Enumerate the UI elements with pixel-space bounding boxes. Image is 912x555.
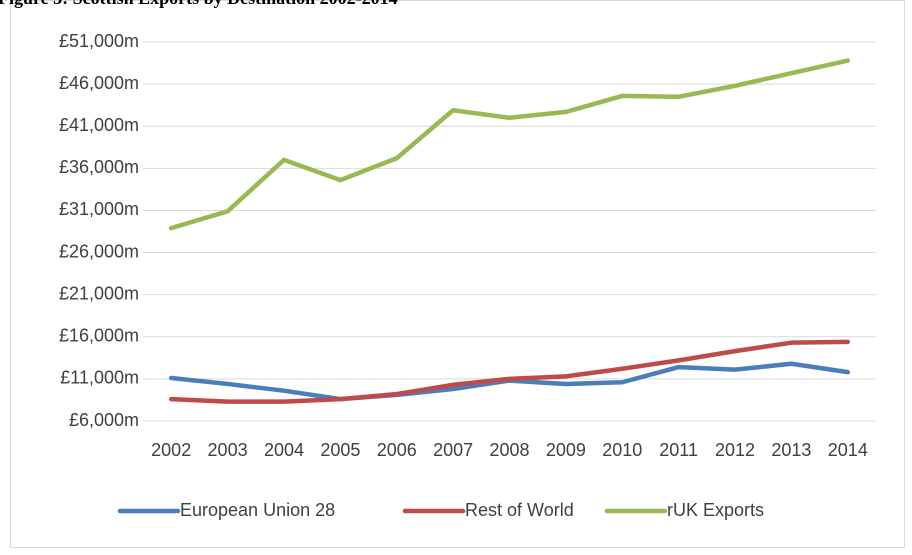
series-line [168, 339, 851, 404]
legend-label: Rest of World [465, 500, 574, 520]
x-tick-label: 2006 [377, 440, 417, 460]
y-tick-label: £21,000m [59, 283, 139, 303]
x-tick-label: 2012 [715, 440, 755, 460]
y-tick-label: £26,000m [59, 241, 139, 261]
x-tick-label: 2009 [546, 440, 586, 460]
x-tick-label: 2013 [771, 440, 811, 460]
x-tick-label: 2002 [151, 440, 191, 460]
chart-title: Figure 3: Scottish Exports by Destinatio… [0, 0, 398, 8]
y-tick-label: £11,000m [60, 368, 139, 388]
x-tick-label: 2003 [208, 440, 248, 460]
y-tick-label: £36,000m [59, 157, 139, 177]
y-tick-label: £6,000m [69, 410, 139, 430]
y-tick-label: £41,000m [59, 115, 139, 135]
x-tick-label: 2008 [489, 440, 529, 460]
y-tick-label: £16,000m [59, 326, 139, 346]
legend-label: European Union 28 [180, 500, 335, 520]
x-tick-label: 2005 [320, 440, 360, 460]
y-tick-label: £31,000m [59, 199, 139, 219]
x-tick-label: 2007 [433, 440, 473, 460]
y-tick-label: £51,000m [59, 31, 139, 51]
x-tick-label: 2011 [659, 440, 698, 460]
series-line [168, 58, 851, 231]
x-tick-label: 2004 [264, 440, 304, 460]
x-tick-label: 2010 [602, 440, 642, 460]
legend-label: rUK Exports [667, 500, 764, 520]
chart-border [10, 0, 905, 548]
y-tick-label: £46,000m [59, 73, 139, 93]
x-tick-label: 2014 [828, 440, 868, 460]
